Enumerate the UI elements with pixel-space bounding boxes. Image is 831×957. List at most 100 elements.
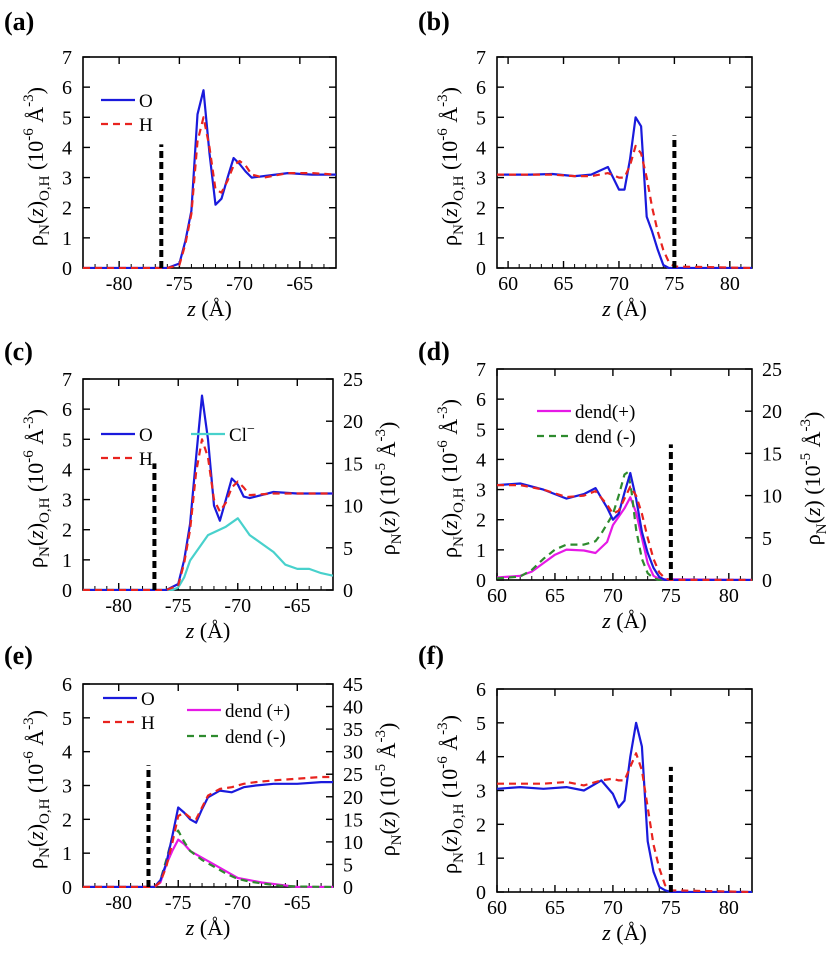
x-axis-label-c: z (Å) [185,618,231,643]
y-right-tick-label-d: 0 [762,570,772,592]
legend-label-dend-minus-d: dend (-) [575,427,636,448]
series-O-f [497,721,752,893]
y-right-tick-label-e: 0 [343,877,353,899]
y-right-tick-label-d: 25 [762,359,782,381]
y-right-tick-label-d: 5 [762,528,772,550]
y-tick-label-c: 2 [62,520,72,542]
y-tick-label-a: 0 [62,258,72,280]
y-right-tick-label-c: 15 [343,453,363,475]
panel-label-c: (c) [4,337,33,366]
series-O-b [497,116,752,269]
x-tick-label-e: -65 [284,892,311,914]
x-tick-label-b: 75 [664,273,684,295]
x-tick-label-a: -80 [106,273,133,295]
y-tick-label-e: 5 [62,708,72,730]
y-axis-label-a: ρN(z)O,H (10-6 Å-3) [21,87,53,246]
legend-label-O-a: O [139,91,153,112]
y-tick-label-c: 0 [62,580,72,602]
y-tick-label-a: 3 [62,168,72,190]
y-right-tick-label-d: 10 [762,486,782,508]
x-tick-label-a: -75 [166,273,193,295]
y-tick-label-b: 4 [476,137,486,159]
series-group-a [83,89,336,269]
y-right-tick-label-e: 30 [343,742,363,764]
y-tick-label-b: 7 [476,47,486,69]
x-tick-label-a: -70 [226,273,253,295]
y-tick-label-f: 0 [476,882,486,904]
y-tick-label-b: 6 [476,77,486,99]
series-group-e [83,775,333,888]
y-tick-label-f: 4 [476,747,486,769]
y-right-tick-label-e: 25 [343,764,363,786]
x-axis-label-e: z (Å) [185,915,231,940]
x-tick-label-f: 60 [487,897,507,919]
legend-label-O-c: O [139,425,153,446]
series-group-b [497,116,752,269]
y-right-tick-label-e: 35 [343,719,363,741]
legend-label-H-e: H [141,713,155,734]
series-Cl-c [83,517,333,591]
x-tick-label-b: 60 [498,273,518,295]
x-axis-label-a: z (Å) [186,296,232,321]
y-tick-label-b: 5 [476,107,486,129]
y-axis-label-right-c: ρN(z) (10-5 Å-3) [373,422,405,556]
y-right-tick-label-e: 40 [343,697,363,719]
x-tick-label-b: 70 [609,273,629,295]
y-tick-label-c: 1 [62,550,72,572]
x-tick-label-c: -65 [284,595,311,617]
x-tick-label-d: 80 [719,585,739,607]
y-tick-label-d: 7 [476,359,486,381]
y-tick-label-f: 2 [476,814,486,836]
y-axis-label-b: ρN(z)O,H (10-6 Å-3) [435,87,467,246]
y-right-tick-label-e: 45 [343,674,363,696]
x-tick-label-d: 75 [661,585,681,607]
series-H-b [497,144,752,269]
y-right-tick-label-e: 10 [343,832,363,854]
x-axis-label-d: z (Å) [601,608,647,633]
series-group-f [497,721,752,893]
legend-label-dend-plus-e: dend (+) [225,701,290,722]
series-H-f [497,752,752,893]
panel-e: (e)-80 -75 -70 -650123456051015202530354045… [4,641,405,940]
y-tick-label-a: 7 [62,47,72,69]
series-O-a [83,89,336,269]
y-right-tick-label-d: 20 [762,401,782,423]
panel-label-d: (d) [418,337,450,366]
legend-label-dend-plus-d: dend(+) [575,402,635,423]
y-axis-label-d: ρN(z)O,H (10-6 Å-3) [435,399,467,558]
plot-frame-a [82,56,337,269]
series-group-c [83,394,333,591]
series-dend_minus-d [497,470,752,581]
y-axis-label-c: ρN(z)O,H (10-6 Å-3) [21,409,53,568]
x-tick-label-a: -65 [287,273,314,295]
x-tick-label-d: 60 [487,585,507,607]
x-tick-label-e: -70 [224,892,251,914]
x-axis-label-b: z (Å) [601,296,647,321]
y-tick-label-e: 1 [62,843,72,865]
y-tick-label-c: 4 [62,459,72,481]
series-dend_minus-e [83,829,333,888]
series-H-e [83,775,333,888]
legend-label-dend-minus-e: dend (-) [225,727,286,748]
legend-label-H-a: H [139,115,153,136]
y-tick-label-c: 5 [62,429,72,451]
panel-a: (a) -80 -75 -70 -65 0 1 2 3 4 5 6 7 z (Å) ρN(z)O,H (10… [4,7,337,321]
y-tick-label-a: 6 [62,77,72,99]
legend-label-H-c: H [139,449,153,470]
x-tick-label-f: 75 [661,897,681,919]
series-group-d [497,470,752,581]
panel-b: (b) 60 65 70 75 80 0 1 2 3 4 5 6 7 z (Å) ρN(z)O,H (10-6… [418,7,753,321]
x-tick-label-b: 80 [720,273,740,295]
y-tick-label-b: 2 [476,198,486,220]
y-right-tick-label-c: 25 [343,369,363,391]
y-tick-label-b: 1 [476,228,486,250]
y-tick-label-f: 1 [476,848,486,870]
y-tick-label-a: 4 [62,137,72,159]
y-tick-label-c: 3 [62,490,72,512]
x-tick-label-f: 65 [545,897,565,919]
y-right-tick-label-c: 20 [343,411,363,433]
y-right-tick-label-e: 5 [343,854,353,876]
y-tick-label-d: 2 [476,510,486,532]
y-tick-label-e: 3 [62,776,72,798]
y-tick-label-f: 6 [476,679,486,701]
